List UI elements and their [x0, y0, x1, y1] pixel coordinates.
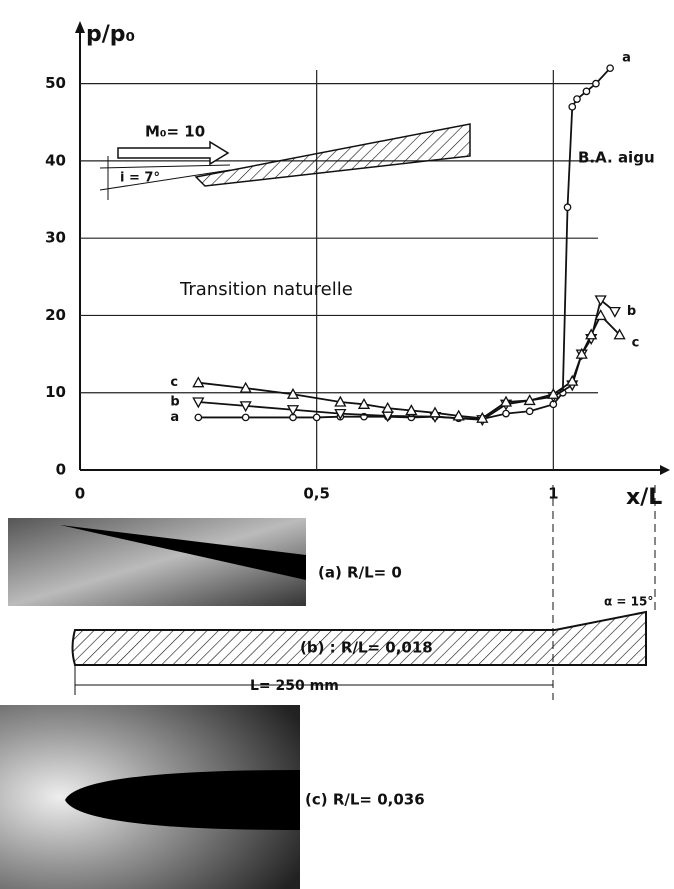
- caption: (b) : R/L= 0,018: [300, 639, 433, 657]
- data-point: [502, 409, 510, 418]
- data-point: [575, 347, 588, 359]
- data-point: [525, 407, 534, 416]
- data-point: [568, 102, 577, 111]
- x-axis-label: x/L: [626, 485, 662, 510]
- caption: (a) R/L= 0: [318, 564, 402, 582]
- data-point: [407, 413, 416, 422]
- series-label: a: [622, 51, 631, 66]
- data-point: [476, 411, 489, 423]
- y-axis-label: p/p₀: [86, 22, 135, 47]
- data-point: [606, 64, 614, 73]
- data-point: [563, 203, 572, 212]
- data-point: [192, 376, 205, 388]
- series-label: c: [632, 335, 640, 350]
- caption: L= 250 mm: [250, 678, 339, 694]
- y-tick-label: 40: [45, 151, 66, 169]
- data-point: [608, 306, 621, 318]
- data-point: [286, 387, 300, 399]
- data-point: [499, 395, 513, 407]
- x-tick-label: 0: [75, 485, 85, 503]
- data-point: [582, 87, 591, 96]
- flow-sketch: [99, 123, 471, 200]
- data-point: [241, 413, 250, 422]
- series-label: a: [170, 410, 179, 425]
- y-tick-label: 20: [45, 306, 66, 324]
- annotation: i = 7°: [120, 171, 160, 186]
- axis-arrow: [660, 465, 670, 475]
- data-point: [592, 79, 600, 88]
- axis-arrow: [75, 21, 85, 33]
- y-tick-label: 30: [45, 229, 66, 247]
- annotation: B.A. aigu: [578, 149, 655, 167]
- schematics: [0, 485, 656, 889]
- data-point: [585, 328, 598, 340]
- x-tick-label: 1: [548, 485, 558, 503]
- caption: (c) R/L= 0,036: [305, 791, 425, 809]
- annotation: M₀= 10: [145, 123, 205, 141]
- data-point: [381, 401, 394, 413]
- data-point: [566, 374, 579, 386]
- x-tick-label: 0,5: [303, 485, 330, 503]
- data-point: [452, 409, 465, 421]
- data-point: [312, 413, 321, 422]
- data-point: [594, 309, 607, 321]
- y-tick-label: 50: [45, 74, 66, 92]
- data-point: [194, 413, 203, 422]
- series-label: b: [170, 395, 179, 410]
- data-point: [405, 404, 418, 416]
- data-point: [192, 397, 205, 409]
- series-label: b: [627, 304, 636, 319]
- data-point: [613, 328, 626, 340]
- data-point: [573, 95, 581, 103]
- data-point: [594, 295, 607, 307]
- y-tick-label: 0: [56, 461, 66, 479]
- data-point: [357, 397, 371, 409]
- data-point: [523, 394, 536, 406]
- data-point: [547, 387, 560, 399]
- data-point: [239, 381, 252, 393]
- data-point: [334, 395, 347, 407]
- y-tick-label: 10: [45, 383, 66, 401]
- data-point: [239, 401, 252, 413]
- caption: α = 15°: [604, 595, 653, 609]
- annotation: Transition naturelle: [179, 279, 353, 300]
- data-point: [334, 408, 347, 420]
- series-line: [198, 67, 611, 420]
- series-label: c: [170, 375, 178, 390]
- data-point: [286, 405, 300, 417]
- data-point: [428, 406, 442, 418]
